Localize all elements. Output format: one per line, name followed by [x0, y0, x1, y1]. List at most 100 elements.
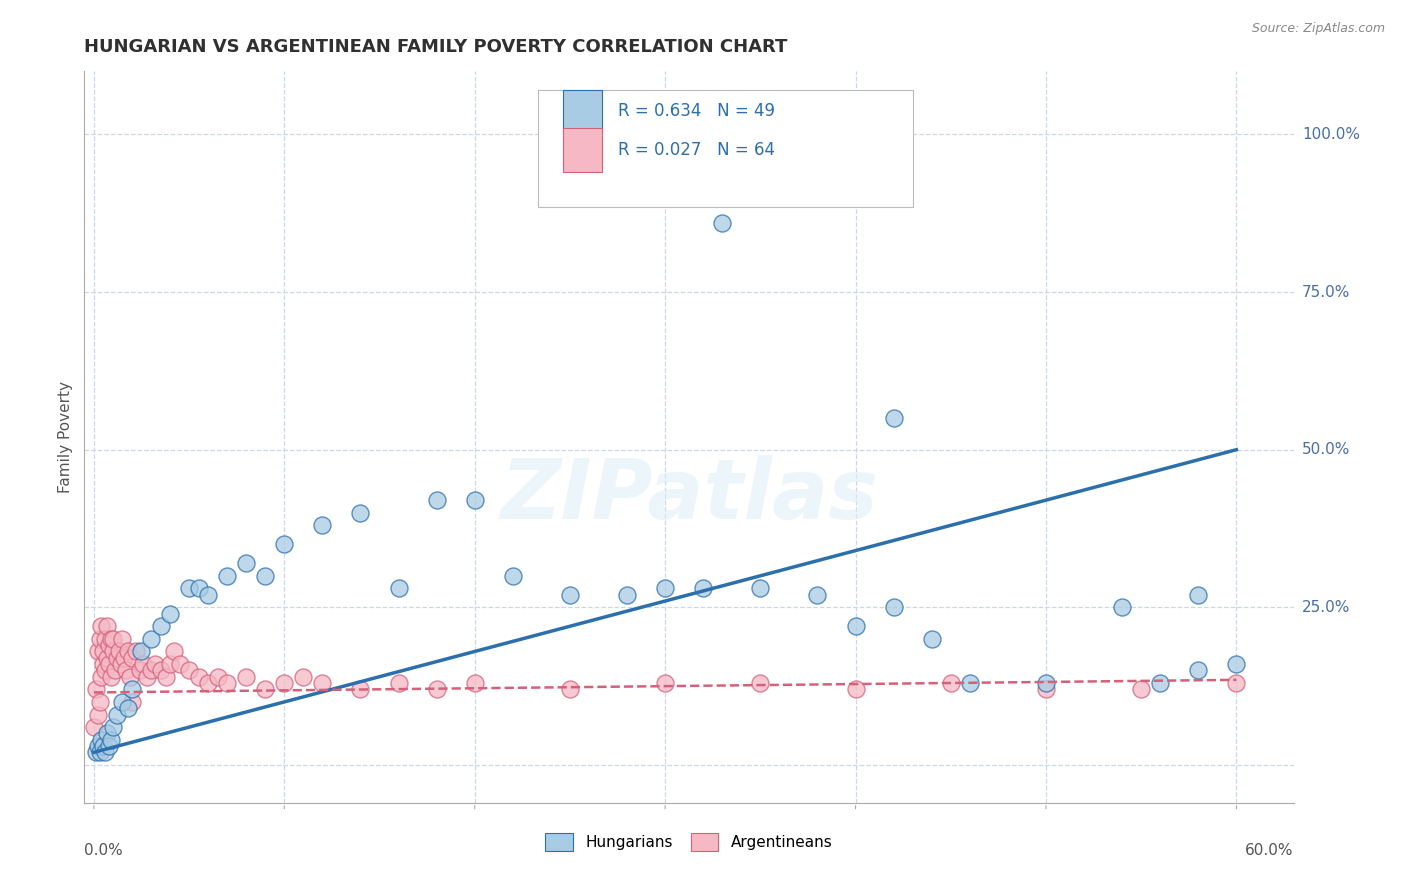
Point	[1149, 676, 1171, 690]
Point	[132, 657, 155, 671]
Point	[292, 670, 315, 684]
Point	[1035, 676, 1057, 690]
Point	[464, 676, 486, 690]
Point	[711, 216, 734, 230]
Point	[939, 676, 962, 690]
Point	[387, 676, 409, 690]
Point	[94, 664, 117, 678]
Point	[235, 556, 257, 570]
Point	[89, 632, 111, 646]
Point	[96, 726, 118, 740]
Point	[101, 720, 124, 734]
Point	[883, 411, 905, 425]
Point	[207, 670, 229, 684]
FancyBboxPatch shape	[564, 90, 602, 133]
Point	[1035, 682, 1057, 697]
Point	[149, 619, 172, 633]
Point	[93, 739, 115, 753]
Point	[155, 670, 177, 684]
Text: 25.0%: 25.0%	[1302, 599, 1350, 615]
Point	[177, 582, 200, 596]
Point	[139, 664, 162, 678]
Point	[111, 632, 134, 646]
Point	[112, 650, 135, 665]
Point	[100, 670, 122, 684]
Point	[120, 670, 142, 684]
Text: 100.0%: 100.0%	[1302, 127, 1360, 142]
Point	[139, 632, 162, 646]
Point	[159, 607, 181, 621]
Point	[83, 720, 105, 734]
Point	[311, 676, 333, 690]
Point	[125, 644, 148, 658]
Point	[187, 670, 209, 684]
Point	[883, 600, 905, 615]
Point	[197, 588, 219, 602]
Point	[159, 657, 181, 671]
Point	[96, 619, 118, 633]
Point	[98, 739, 121, 753]
Point	[90, 732, 112, 747]
Point	[616, 588, 638, 602]
Point	[93, 657, 115, 671]
Point	[84, 745, 107, 759]
Point	[117, 644, 139, 658]
Point	[89, 745, 111, 759]
Point	[86, 644, 108, 658]
Point	[136, 670, 159, 684]
Point	[149, 664, 172, 678]
Point	[121, 650, 143, 665]
Point	[110, 657, 132, 671]
Point	[349, 682, 371, 697]
Point	[131, 644, 153, 658]
Point	[89, 695, 111, 709]
Point	[558, 588, 581, 602]
Point	[93, 644, 115, 658]
Point	[654, 582, 676, 596]
Point	[197, 676, 219, 690]
Point	[105, 707, 128, 722]
Point	[921, 632, 943, 646]
Point	[96, 650, 118, 665]
Point	[101, 644, 124, 658]
FancyBboxPatch shape	[564, 128, 602, 171]
Point	[254, 569, 277, 583]
Text: ZIPatlas: ZIPatlas	[501, 455, 877, 536]
Text: 0.0%: 0.0%	[84, 843, 124, 858]
Point	[101, 632, 124, 646]
Point	[98, 638, 121, 652]
Point	[1187, 664, 1209, 678]
Point	[84, 682, 107, 697]
Point	[1111, 600, 1133, 615]
Point	[464, 493, 486, 508]
Point	[98, 657, 121, 671]
Text: R = 0.634   N = 49: R = 0.634 N = 49	[617, 103, 775, 120]
Point	[100, 732, 122, 747]
Point	[749, 582, 772, 596]
Point	[217, 569, 239, 583]
Point	[558, 682, 581, 697]
Point	[1225, 676, 1247, 690]
Point	[806, 588, 828, 602]
Point	[235, 670, 257, 684]
Point	[115, 664, 138, 678]
Point	[107, 644, 129, 658]
Point	[1130, 682, 1153, 697]
Point	[100, 632, 122, 646]
Point	[273, 537, 295, 551]
Point	[90, 619, 112, 633]
Point	[128, 664, 150, 678]
Point	[387, 582, 409, 596]
Point	[654, 676, 676, 690]
Point	[105, 650, 128, 665]
Point	[86, 707, 108, 722]
Legend: Hungarians, Argentineans: Hungarians, Argentineans	[540, 827, 838, 857]
Text: R = 0.027   N = 64: R = 0.027 N = 64	[617, 141, 775, 159]
Point	[311, 518, 333, 533]
Point	[86, 739, 108, 753]
Point	[1225, 657, 1247, 671]
Text: Source: ZipAtlas.com: Source: ZipAtlas.com	[1251, 22, 1385, 36]
Point	[502, 569, 524, 583]
Point	[187, 582, 209, 596]
Point	[692, 582, 714, 596]
